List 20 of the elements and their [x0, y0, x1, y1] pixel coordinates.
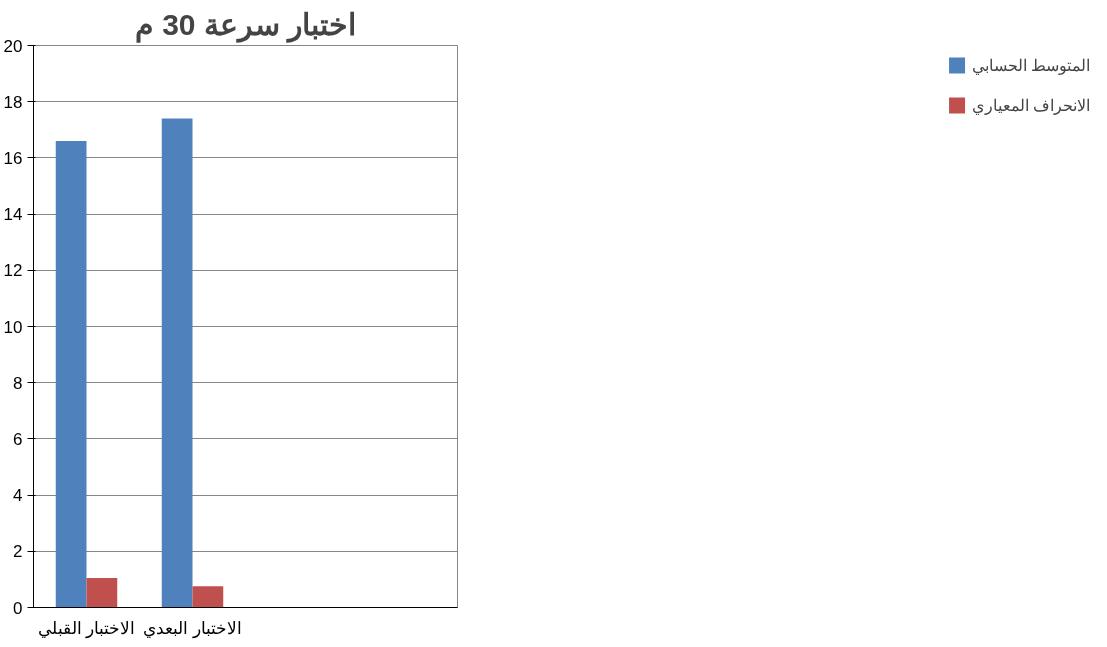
legend-label: الانحراف المعياري: [971, 95, 1090, 115]
y-tick-label: 0: [13, 598, 23, 618]
y-tick-label: 10: [3, 317, 23, 337]
y-tick-label: 8: [13, 373, 23, 393]
chart-title: اختبار سرعة 30 م: [134, 7, 357, 43]
legend-label: المتوسط الحسابي: [971, 55, 1090, 75]
x-tick-label: الاختبار البعدي: [143, 618, 242, 639]
y-tick-label: 2: [13, 542, 23, 562]
y-tick-label: 16: [3, 148, 23, 168]
bar: [86, 577, 118, 608]
y-tick-label: 14: [3, 205, 23, 225]
y-tick-label: 18: [3, 92, 23, 112]
y-tick-label: 20: [3, 36, 23, 56]
y-tick-label: 6: [13, 429, 23, 449]
y-tick-label: 12: [3, 261, 23, 281]
bar: [192, 586, 224, 608]
y-tick-label: 4: [13, 486, 23, 506]
x-tick-label: الاختبار القبلي: [37, 618, 136, 639]
bar: [161, 118, 193, 608]
bar: [55, 141, 87, 608]
